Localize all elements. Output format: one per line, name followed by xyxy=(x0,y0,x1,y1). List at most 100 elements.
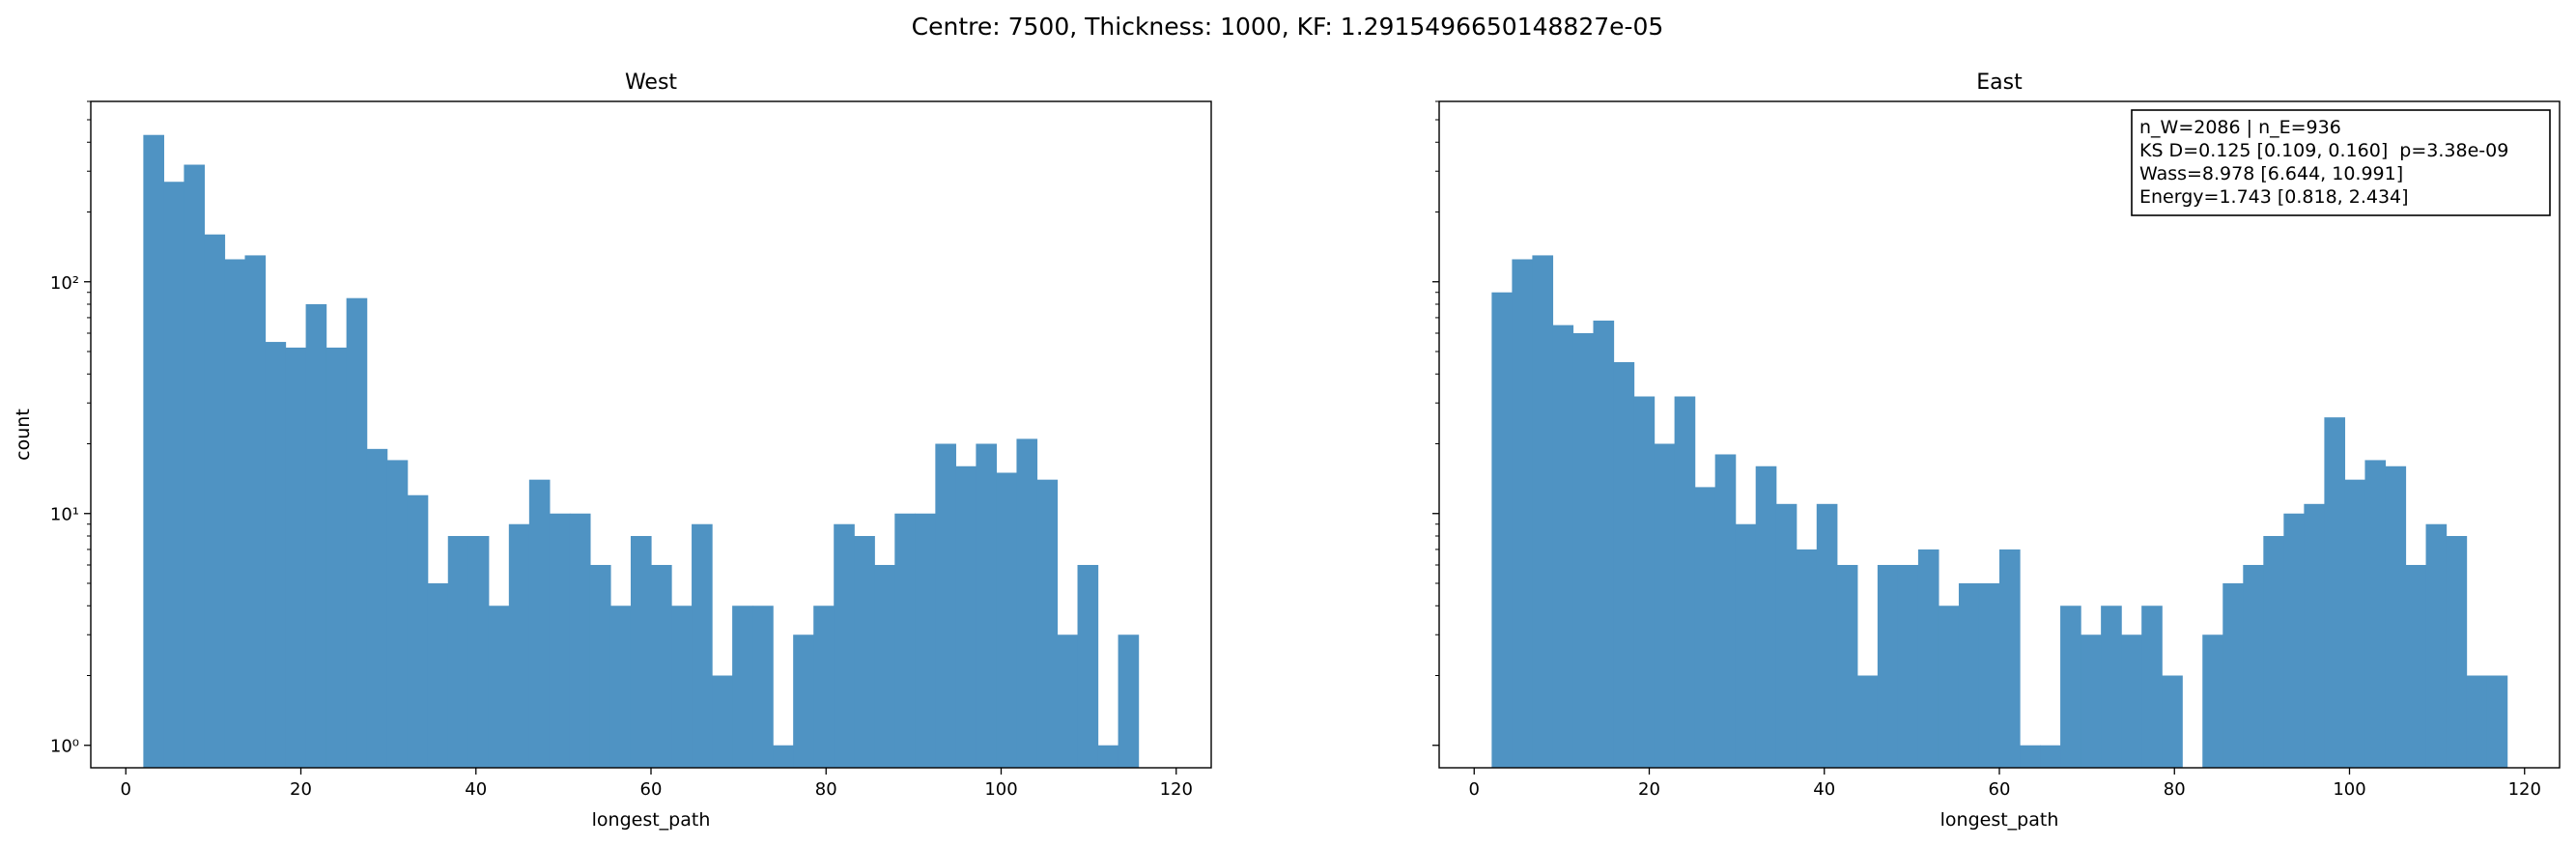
histogram-bar xyxy=(671,606,693,768)
histogram-bar xyxy=(2202,634,2223,768)
x-tick-label: 20 xyxy=(290,779,312,800)
histogram-bar xyxy=(2263,536,2284,768)
histogram-bar xyxy=(1694,487,1716,768)
histogram-bar xyxy=(467,536,490,768)
west-bars xyxy=(143,134,1140,769)
histogram-bar xyxy=(1938,606,1960,768)
histogram-bar xyxy=(834,523,855,768)
stats-line-ks: KS D=0.125 [0.109, 0.160] p=3.38e-09 xyxy=(2139,140,2508,161)
histogram-bar xyxy=(1633,396,1656,768)
histogram-bar xyxy=(1491,292,1514,768)
x-tick-label: 120 xyxy=(1160,779,1193,800)
histogram-bar xyxy=(1674,396,1696,768)
histogram-bar xyxy=(326,347,348,768)
y-tick-label: 10² xyxy=(50,273,79,294)
x-tick-label: 0 xyxy=(1469,779,1480,800)
histogram-bar xyxy=(1654,443,1676,768)
histogram-bar xyxy=(569,513,591,768)
west-ticks: 0 20 40 60 80 100 120 10⁰ 10¹ 10² xyxy=(50,100,1193,800)
histogram-bar xyxy=(1999,549,2021,768)
histogram-bar xyxy=(1877,564,1899,768)
histogram-bar xyxy=(1118,634,1140,768)
histogram-bar xyxy=(630,536,652,768)
histogram-bar xyxy=(813,606,835,768)
west-xlabel: longest_path xyxy=(592,809,711,831)
histogram-bar xyxy=(1978,582,2000,768)
histogram-bar xyxy=(2243,564,2264,768)
x-tick-label: 80 xyxy=(815,779,837,800)
x-tick-label: 100 xyxy=(984,779,1017,800)
x-tick-label: 40 xyxy=(465,779,487,800)
histogram-bar xyxy=(589,564,611,768)
histogram-bar xyxy=(1958,582,1980,768)
histogram-bar xyxy=(1572,332,1595,768)
histogram-bar xyxy=(2344,479,2366,768)
y-tick-label: 10⁰ xyxy=(50,737,79,757)
histogram-bar xyxy=(2446,536,2468,768)
x-tick-label: 120 xyxy=(2508,779,2541,800)
histogram-bar xyxy=(894,513,916,768)
histogram-bar xyxy=(427,582,449,768)
histogram-bar xyxy=(1036,479,1059,768)
histogram-bar xyxy=(793,634,814,768)
x-tick-label: 20 xyxy=(1638,779,1660,800)
histogram-bar xyxy=(204,234,226,768)
histogram-bar xyxy=(1552,324,1574,768)
histogram-bar xyxy=(874,564,895,768)
histogram-bar xyxy=(854,536,875,768)
x-tick-label: 40 xyxy=(1813,779,1835,800)
east-title: East xyxy=(1976,70,2023,95)
histogram-bar xyxy=(285,347,307,768)
east-xlabel: longest_path xyxy=(1940,809,2059,831)
west-ylabel: count xyxy=(13,409,34,461)
histogram-bar xyxy=(1532,255,1554,768)
histogram-bar xyxy=(508,523,530,768)
east-axes-frame xyxy=(1438,100,2561,769)
histogram-bar xyxy=(2081,634,2102,768)
stats-annotation-box xyxy=(2131,109,2551,216)
histogram-bar xyxy=(1816,503,1838,768)
histogram-bar xyxy=(143,134,165,769)
histogram-bar xyxy=(2425,523,2448,768)
histogram-bar xyxy=(265,342,287,768)
histogram-bar xyxy=(955,465,977,768)
histogram-bar xyxy=(2405,564,2427,768)
histogram-bar xyxy=(752,606,774,768)
histogram-bar xyxy=(184,164,206,768)
stats-annotation: n_W=2086 | n_E=936 KS D=0.125 [0.109, 0.… xyxy=(2131,109,2551,216)
histogram-bar xyxy=(163,182,185,769)
histogram-bar xyxy=(1836,564,1858,768)
stats-line-counts: n_W=2086 | n_E=936 xyxy=(2139,117,2341,138)
histogram-bar xyxy=(224,259,246,768)
east-panel: East 0 20 40 60 80 100 120 longest_path n_W=20… xyxy=(1432,70,2561,831)
histogram-bar xyxy=(1897,564,1919,768)
y-tick-label: 10¹ xyxy=(50,505,79,525)
histogram-bar xyxy=(1613,361,1635,768)
histogram-bar xyxy=(1917,549,1939,768)
histogram-bar xyxy=(2121,634,2142,768)
histogram-bar xyxy=(2101,606,2122,768)
histogram-bar xyxy=(1775,503,1798,768)
x-tick-label: 60 xyxy=(640,779,663,800)
histogram-bar xyxy=(935,443,956,768)
histogram-bar xyxy=(2060,606,2081,768)
histogram-bar xyxy=(2283,513,2305,768)
west-title: West xyxy=(625,70,677,95)
histogram-bar xyxy=(2324,417,2346,768)
histogram-bar xyxy=(712,675,733,768)
histogram-bar xyxy=(2486,675,2508,768)
histogram-bar xyxy=(1735,523,1757,768)
histogram-bar xyxy=(732,606,753,768)
histogram-bar xyxy=(976,443,998,768)
histogram-bar xyxy=(692,523,713,768)
histogram-bar xyxy=(488,606,510,768)
figure-suptitle: Centre: 7500, Thickness: 1000, KF: 1.291… xyxy=(912,13,1664,41)
histogram-bar xyxy=(1755,465,1777,768)
histogram-bar xyxy=(366,448,388,768)
histogram-bar xyxy=(386,460,409,768)
x-tick-label: 80 xyxy=(2164,779,2186,800)
histogram-bar xyxy=(346,297,368,768)
histogram-bar xyxy=(1714,454,1737,768)
histogram-bar xyxy=(651,564,672,768)
